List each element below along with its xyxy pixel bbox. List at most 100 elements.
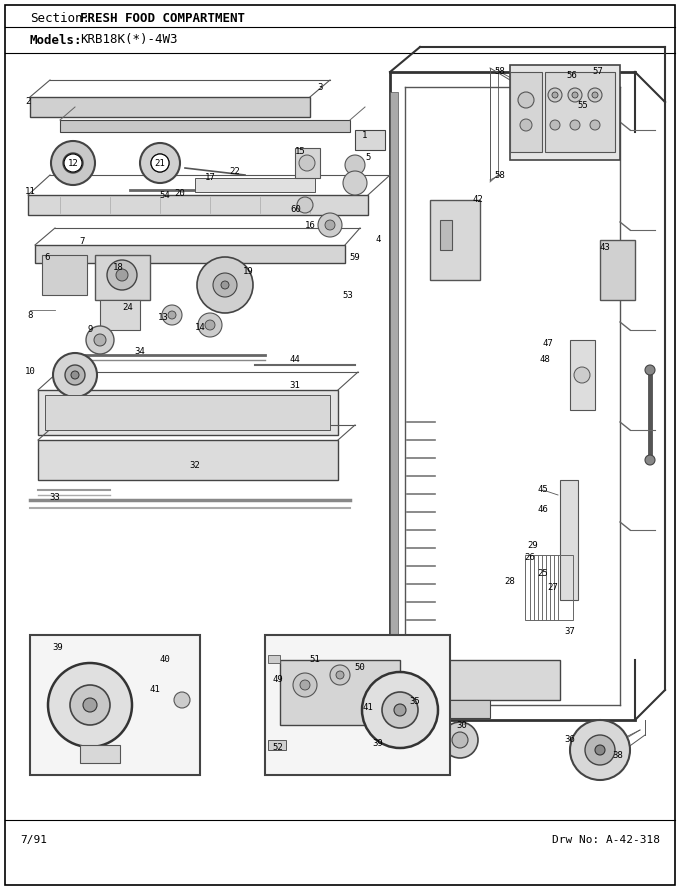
Circle shape [107, 260, 137, 290]
Text: 53: 53 [343, 290, 354, 300]
Circle shape [330, 665, 350, 685]
Circle shape [140, 143, 180, 183]
Bar [430, 200, 480, 280]
Circle shape [382, 692, 418, 728]
Circle shape [299, 155, 315, 171]
Text: KRB18K(*)-4W3: KRB18K(*)-4W3 [80, 34, 177, 46]
Text: 35: 35 [409, 698, 420, 707]
Bar [35, 245, 345, 263]
Text: 58: 58 [494, 68, 505, 77]
Bar [510, 65, 620, 160]
Bar [45, 395, 330, 430]
Circle shape [585, 735, 615, 765]
Circle shape [205, 320, 215, 330]
Circle shape [550, 120, 560, 130]
Text: 48: 48 [540, 355, 550, 365]
Text: 47: 47 [543, 338, 554, 347]
Text: 41: 41 [150, 685, 160, 694]
Circle shape [63, 153, 83, 173]
Circle shape [168, 311, 176, 319]
Text: 39: 39 [52, 643, 63, 652]
Circle shape [343, 171, 367, 195]
Text: 45: 45 [538, 486, 548, 495]
Text: 33: 33 [50, 493, 61, 503]
Bar [295, 148, 320, 178]
Circle shape [51, 141, 95, 185]
Circle shape [570, 120, 580, 130]
Bar [80, 745, 120, 763]
Text: 10: 10 [24, 368, 35, 376]
Text: 4: 4 [375, 236, 381, 245]
Text: Drw No: A-42-318: Drw No: A-42-318 [552, 835, 660, 845]
Text: FRESH FOOD COMPARTMENT: FRESH FOOD COMPARTMENT [80, 12, 245, 25]
Bar [510, 72, 542, 152]
Circle shape [362, 672, 438, 748]
Text: 32: 32 [190, 460, 201, 470]
Circle shape [572, 92, 578, 98]
Bar [570, 340, 595, 410]
Text: 3: 3 [318, 84, 323, 93]
Text: 60: 60 [290, 206, 301, 214]
Text: 12: 12 [67, 158, 78, 167]
Text: 58: 58 [494, 171, 505, 180]
Text: 37: 37 [564, 627, 575, 636]
Bar [60, 120, 350, 132]
Circle shape [94, 334, 106, 346]
Circle shape [645, 365, 655, 375]
Text: 22: 22 [230, 167, 240, 176]
Text: 41: 41 [362, 703, 373, 713]
Text: 55: 55 [577, 101, 588, 109]
Bar [100, 300, 140, 330]
Circle shape [325, 220, 335, 230]
Text: 54: 54 [160, 190, 171, 199]
Text: 57: 57 [593, 68, 603, 77]
Text: 50: 50 [355, 664, 365, 673]
Text: Models:: Models: [30, 34, 82, 46]
Bar [195, 178, 315, 192]
Text: 5: 5 [365, 152, 371, 161]
Text: 27: 27 [547, 584, 558, 593]
Circle shape [574, 367, 590, 383]
Bar [28, 195, 368, 215]
Bar [420, 660, 560, 700]
Circle shape [221, 281, 229, 289]
Circle shape [548, 88, 562, 102]
Text: Section:: Section: [30, 12, 90, 25]
Circle shape [336, 671, 344, 679]
Bar [30, 635, 200, 775]
Circle shape [394, 704, 406, 716]
Text: 46: 46 [538, 506, 548, 514]
Circle shape [588, 88, 602, 102]
Bar [600, 240, 635, 300]
Text: 40: 40 [160, 656, 171, 665]
Circle shape [452, 732, 468, 748]
Text: 2: 2 [25, 98, 31, 107]
Bar [280, 660, 400, 725]
Text: 7/91: 7/91 [20, 835, 47, 845]
Circle shape [442, 722, 478, 758]
Circle shape [83, 698, 97, 712]
Text: 29: 29 [528, 540, 539, 549]
Text: 34: 34 [135, 347, 146, 357]
Text: 17: 17 [205, 174, 216, 182]
Text: 1: 1 [362, 131, 368, 140]
Circle shape [518, 92, 534, 108]
Circle shape [592, 92, 598, 98]
Circle shape [116, 269, 128, 281]
Text: 31: 31 [290, 381, 301, 390]
Text: 39: 39 [373, 739, 384, 748]
Bar [440, 220, 452, 250]
Text: 52: 52 [273, 743, 284, 753]
Circle shape [70, 685, 110, 725]
Circle shape [568, 88, 582, 102]
Text: 42: 42 [473, 196, 483, 205]
Circle shape [590, 120, 600, 130]
Text: 9: 9 [87, 326, 92, 335]
Text: 24: 24 [122, 303, 133, 312]
Text: 38: 38 [613, 750, 624, 759]
Bar [42, 255, 87, 295]
Text: 14: 14 [194, 323, 205, 333]
Bar [410, 700, 490, 718]
Circle shape [65, 365, 85, 385]
Circle shape [64, 154, 82, 172]
